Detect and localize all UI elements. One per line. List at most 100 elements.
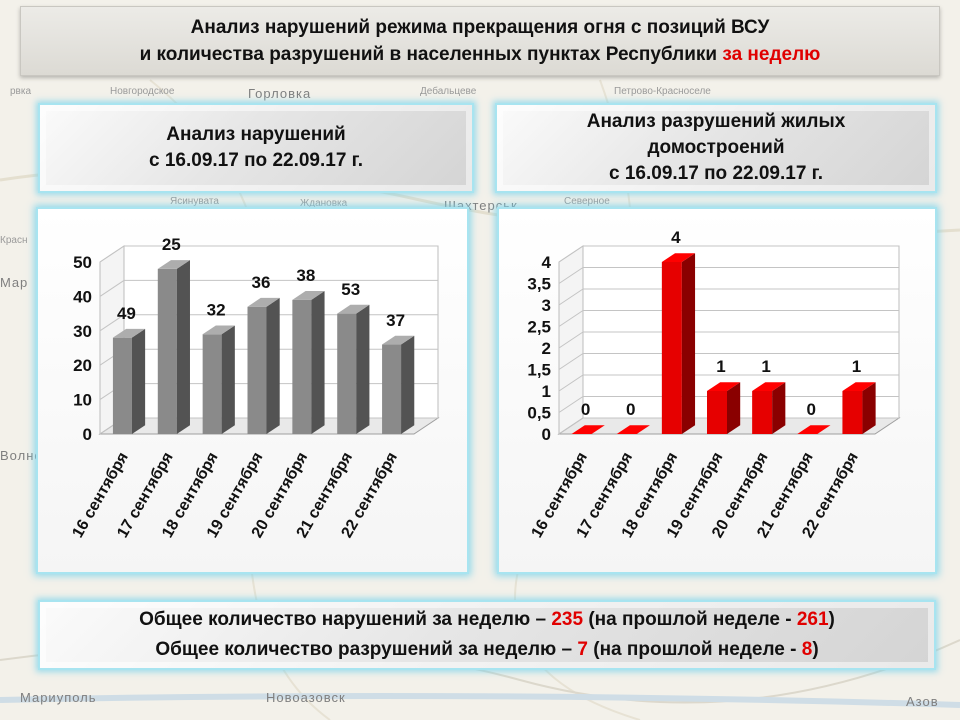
violations-chart-panel: 0 10 20 30 40 50 49 16 сентября 25 17 сентября 32 1… xyxy=(36,207,469,574)
data-label: 25 xyxy=(162,235,181,254)
bar-top xyxy=(202,325,235,335)
bar-front xyxy=(247,306,267,434)
violations-title-line-2: с 16.09.17 по 22.09.17 г. xyxy=(149,150,363,171)
map-label: Новоазовск xyxy=(266,690,346,705)
summary-destruction-label: Общее количество разрушений за неделю – xyxy=(155,639,578,660)
y-tick-label: 3 xyxy=(542,296,551,315)
bar-top xyxy=(707,382,741,391)
bar xyxy=(752,382,786,434)
bar xyxy=(292,291,325,434)
bar-front xyxy=(157,268,177,434)
y-tick-label: 10 xyxy=(73,391,92,410)
bar-side xyxy=(401,335,415,434)
bar-top xyxy=(661,253,696,262)
destruction-title-line-2: домостроений xyxy=(647,137,785,158)
y-tick-label: 3,5 xyxy=(527,274,551,293)
data-label: 32 xyxy=(207,300,226,319)
gridline xyxy=(558,353,899,370)
y-tick-label: 1,5 xyxy=(527,360,551,379)
page-title-line-2-text: и количества разрушений в населенных пун… xyxy=(139,44,723,65)
map-label: Азов xyxy=(906,694,939,709)
map-label: Ясинувата xyxy=(170,196,219,207)
data-label: 36 xyxy=(252,273,271,292)
bar-side xyxy=(311,291,325,434)
map-label: рвка xyxy=(10,86,32,97)
bar-top xyxy=(797,425,831,434)
y-tick-label: 0 xyxy=(83,425,92,444)
bar-side xyxy=(221,325,235,434)
map-label: Новгородское xyxy=(110,86,175,97)
map-label: Map xyxy=(0,275,29,290)
bar-side xyxy=(266,297,280,434)
bar-side xyxy=(772,382,786,434)
destruction-title-line-3: с 16.09.17 по 22.09.17 г. xyxy=(609,163,823,184)
bar xyxy=(571,425,605,434)
bar xyxy=(112,328,146,434)
destruction-chart-panel: 0 0,5 1 1,5 2 2,5 3 3,5 4 0 16 сентября 0 17 сентябр… xyxy=(497,207,937,574)
bar-front xyxy=(112,337,132,434)
data-label: 49 xyxy=(117,304,136,323)
bar-front xyxy=(292,299,312,434)
bar-side xyxy=(176,260,190,434)
page-title-banner: Анализ нарушений режима прекращения огня… xyxy=(20,6,940,76)
data-label: 53 xyxy=(341,280,360,299)
y-tick-label: 4 xyxy=(542,253,552,272)
gridline xyxy=(558,374,899,392)
destruction-title-box: Анализ разрушений жилых домостроений с 1… xyxy=(495,103,937,193)
y-tick-label: 2,5 xyxy=(527,317,551,336)
bar-side xyxy=(356,304,370,434)
map-label: Петрово-Красноселе xyxy=(614,86,711,97)
bar-top xyxy=(571,425,605,434)
bar-top xyxy=(112,328,146,338)
bar xyxy=(661,253,696,434)
map-label: Северное xyxy=(564,196,610,207)
bar-side xyxy=(681,253,696,434)
bar-front xyxy=(337,313,357,434)
y-tick-label: 20 xyxy=(73,356,92,375)
bar-top xyxy=(247,297,280,307)
gridline xyxy=(558,417,899,435)
gridline xyxy=(558,331,899,349)
map-label: Красн xyxy=(0,235,28,246)
bar-front xyxy=(382,344,402,434)
summary-destruction-end: ) xyxy=(812,639,819,660)
y-tick-label: 40 xyxy=(73,287,92,306)
summary-destruction-line: Общее количество разрушений за неделю – … xyxy=(155,635,818,665)
y-tick-label: 30 xyxy=(73,322,92,341)
bar xyxy=(616,425,650,434)
y-tick-label: 0,5 xyxy=(527,403,551,422)
data-label: 4 xyxy=(671,228,681,247)
bar xyxy=(797,425,831,434)
bar xyxy=(337,304,370,434)
summary-violations-value: 235 xyxy=(551,609,584,630)
map-label: Мариуполь xyxy=(20,690,97,705)
violations-title-line-1: Анализ нарушений xyxy=(166,124,346,145)
data-label: 0 xyxy=(626,400,635,419)
summary-destruction-value: 7 xyxy=(577,639,588,660)
bar-top xyxy=(157,260,190,269)
map-label: Ждановка xyxy=(300,198,348,209)
summary-violations-prev: 261 xyxy=(796,609,829,630)
bar-top xyxy=(842,382,876,391)
bar xyxy=(382,335,415,434)
page-title-line-1: Анализ нарушений режима прекращения огня… xyxy=(190,17,770,38)
bar xyxy=(842,382,876,434)
map-label: Дебальцеве xyxy=(420,86,477,97)
summary-destruction-mid: (на прошлой неделе - xyxy=(587,639,802,660)
bar-side xyxy=(862,382,876,434)
page-title-line-2: и количества разрушений в населенных пун… xyxy=(140,41,821,68)
y-tick-label: 0 xyxy=(542,425,551,444)
bar xyxy=(247,297,280,434)
gridline xyxy=(558,396,899,413)
gridline xyxy=(99,314,438,332)
data-label: 1 xyxy=(761,357,770,376)
data-label: 1 xyxy=(852,357,861,376)
bar-front xyxy=(707,391,727,434)
gridline xyxy=(558,288,899,306)
bar xyxy=(707,382,741,434)
gridline xyxy=(558,267,899,284)
violations-title-box: Анализ нарушений с 16.09.17 по 22.09.17 … xyxy=(38,103,474,193)
bar xyxy=(157,260,190,434)
bar xyxy=(202,325,235,434)
